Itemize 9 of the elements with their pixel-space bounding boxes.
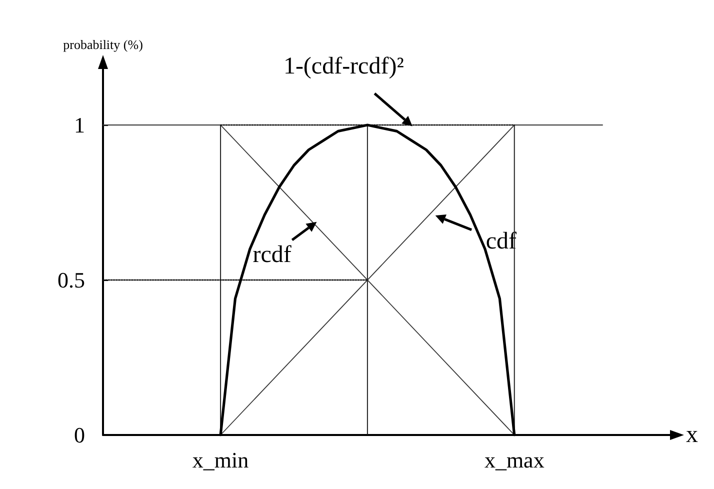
y-tick-label: 1 xyxy=(74,112,85,138)
annotation: 1-(cdf-rcdf)² xyxy=(283,54,404,80)
x-axis-title: x xyxy=(686,422,698,448)
annotation: rcdf xyxy=(252,242,292,268)
y-axis-title: probability (%) xyxy=(63,37,143,52)
x-tick-label: x_min xyxy=(192,448,249,472)
x-tick-label: x_max xyxy=(484,448,544,472)
y-tick-label: 0.5 xyxy=(58,268,85,292)
y-tick-label: 0 xyxy=(74,422,85,448)
